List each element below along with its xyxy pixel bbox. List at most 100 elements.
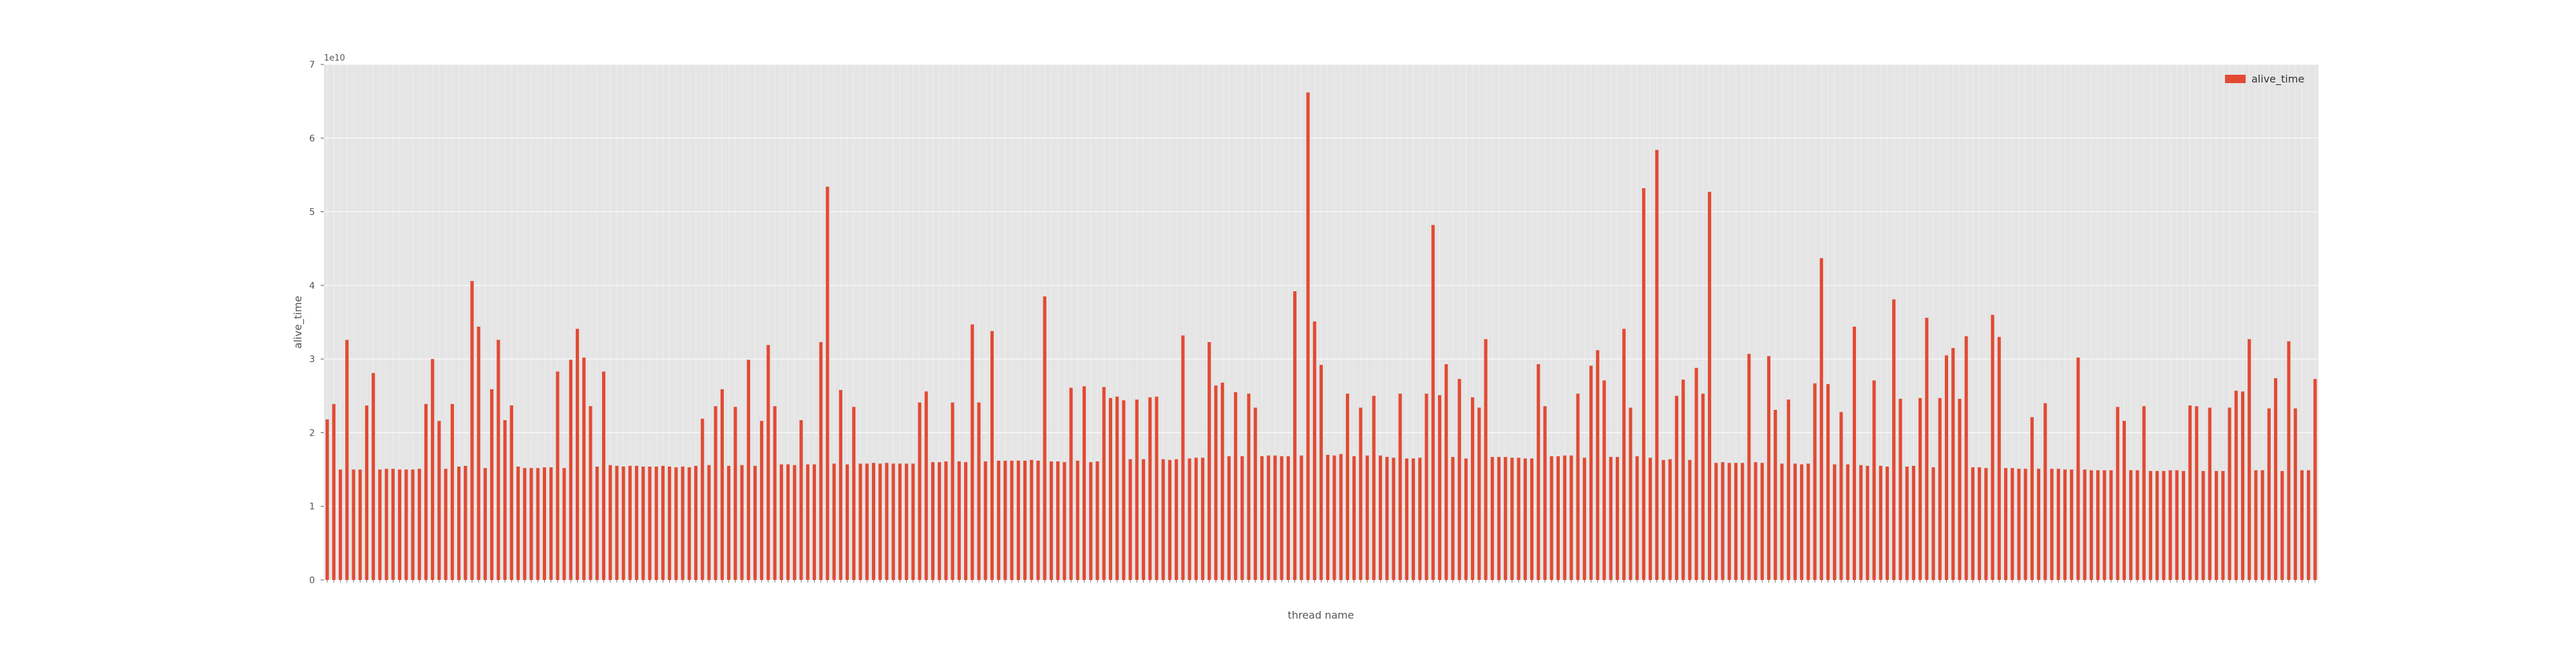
bar <box>760 421 764 580</box>
bar <box>1530 458 1534 580</box>
bar <box>1484 339 1488 580</box>
bar <box>1003 460 1007 580</box>
bar <box>391 468 395 580</box>
bar <box>1128 459 1132 580</box>
bar <box>931 462 935 580</box>
bar <box>1766 356 1771 580</box>
bar <box>1155 396 1159 580</box>
bar <box>424 403 428 580</box>
bar <box>2228 407 2231 580</box>
bar <box>1964 336 1968 580</box>
bar <box>338 469 343 580</box>
bar <box>871 463 876 580</box>
bar <box>1971 467 1975 580</box>
bar <box>1997 336 2001 580</box>
bar <box>1701 393 1705 580</box>
bar <box>542 467 546 580</box>
bar <box>1312 321 1316 580</box>
bar <box>1951 348 1955 580</box>
bar <box>1707 191 1712 580</box>
bar <box>457 467 461 580</box>
bar <box>971 324 974 580</box>
bar <box>2142 406 2146 580</box>
bar <box>1405 458 1408 580</box>
bar <box>2313 379 2317 580</box>
bar <box>1688 459 1692 580</box>
bar <box>1760 463 1764 580</box>
bar <box>1694 367 1698 580</box>
bar <box>793 465 797 580</box>
bar <box>786 464 790 580</box>
bar <box>2109 470 2113 580</box>
bar <box>2043 403 2047 580</box>
bar <box>977 402 981 580</box>
bar <box>1563 455 1567 580</box>
bar <box>1175 459 1179 580</box>
bar <box>1596 350 1600 580</box>
bar <box>345 340 349 580</box>
bar <box>983 461 987 580</box>
bar <box>431 359 435 580</box>
bar <box>490 389 494 580</box>
bar <box>2030 417 2034 580</box>
bar <box>562 468 566 580</box>
bar <box>746 360 750 580</box>
bar <box>1569 455 1573 580</box>
bar <box>2050 468 2054 580</box>
bar <box>1082 386 1086 580</box>
bar <box>1122 400 1126 580</box>
bar <box>1826 384 1830 580</box>
bar <box>450 403 454 580</box>
bar <box>332 403 336 580</box>
bar <box>964 462 968 580</box>
bar <box>2175 470 2179 580</box>
y-tick-label: 6 <box>309 133 315 144</box>
bar <box>1662 459 1665 580</box>
bar <box>1200 458 1205 580</box>
bar <box>2195 406 2199 580</box>
bar <box>1642 188 1645 580</box>
bar <box>1918 398 1922 580</box>
bar <box>1978 467 1982 580</box>
bar <box>1852 326 1856 580</box>
bar <box>1293 291 1297 580</box>
bar <box>2234 391 2238 580</box>
bar <box>1537 364 1540 580</box>
bar <box>1859 465 1863 580</box>
bar <box>681 467 685 580</box>
bar <box>1905 467 1909 580</box>
bar <box>1457 379 1461 580</box>
bar <box>674 467 678 580</box>
bar <box>1576 393 1580 580</box>
bar <box>1944 355 1949 580</box>
bar <box>2240 391 2245 580</box>
bar <box>2267 408 2271 580</box>
bar <box>497 340 500 580</box>
bar <box>878 463 882 580</box>
bar <box>509 405 513 580</box>
bar <box>1911 465 1915 580</box>
bar <box>1227 456 1231 580</box>
bar <box>819 342 823 580</box>
axis-ticks: 0 1 2 3 4 5 6 7 <box>309 60 2316 586</box>
bar <box>1260 456 1264 580</box>
y-tick-label: 0 <box>309 575 315 586</box>
bar <box>464 465 468 580</box>
bar <box>687 467 691 580</box>
bar <box>1234 392 1238 580</box>
bar <box>352 469 355 580</box>
bar <box>1451 457 1455 580</box>
y-tick-label: 4 <box>309 281 315 291</box>
bar <box>1721 462 1725 580</box>
bar <box>701 418 705 580</box>
bar <box>826 186 829 580</box>
bar <box>2260 470 2264 580</box>
bar <box>1345 393 1349 580</box>
bar <box>1649 458 1653 580</box>
bar <box>2274 378 2278 580</box>
bar <box>951 402 954 580</box>
bar <box>365 405 368 580</box>
bar <box>1168 459 1171 580</box>
